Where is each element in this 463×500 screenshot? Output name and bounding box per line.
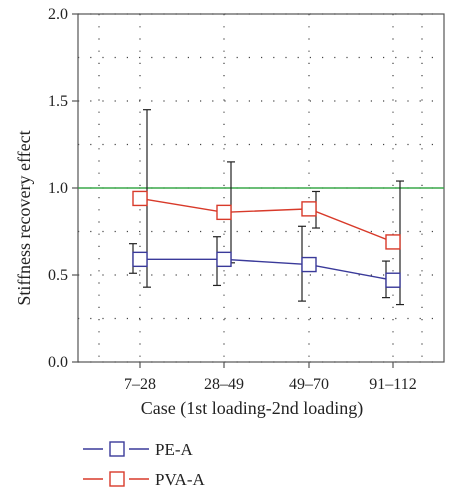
y-tick-label: 1.0 [48, 180, 68, 197]
data-point [216, 204, 232, 221]
x-axis-title: Case (1st loading-2nd loading) [141, 398, 363, 419]
series-line [139, 197, 394, 243]
x-tick-label: 49–70 [289, 376, 329, 393]
x-tick-label: 7–28 [124, 376, 156, 393]
y-axis-title: Stiffness recovery effect [14, 130, 34, 305]
y-tick-label: 0.0 [48, 354, 68, 371]
data-point [132, 190, 148, 207]
x-tick-label: 91–112 [369, 376, 416, 393]
legend-marker [109, 471, 125, 487]
data-point [301, 201, 317, 217]
data-point [385, 234, 401, 250]
legend-marker [109, 441, 125, 457]
data-point [216, 251, 232, 268]
legend-label: PE-A [155, 440, 194, 459]
y-tick-label: 2.0 [48, 6, 68, 23]
y-tick-label: 0.5 [48, 267, 68, 284]
series-line [140, 258, 394, 281]
data-point [301, 256, 317, 273]
data-point [132, 251, 148, 268]
chart-marks [78, 109, 444, 306]
data-point [385, 272, 401, 288]
x-tick-label: 28–49 [204, 376, 244, 393]
legend-label: PVA-A [155, 470, 205, 489]
axes: 0.0 0.5 1.0 1.5 2.0 7–28 28–49 49–70 91–112 [48, 6, 445, 393]
y-tick-label: 1.5 [48, 93, 68, 110]
legend: PE-A PVA-A [83, 440, 205, 489]
